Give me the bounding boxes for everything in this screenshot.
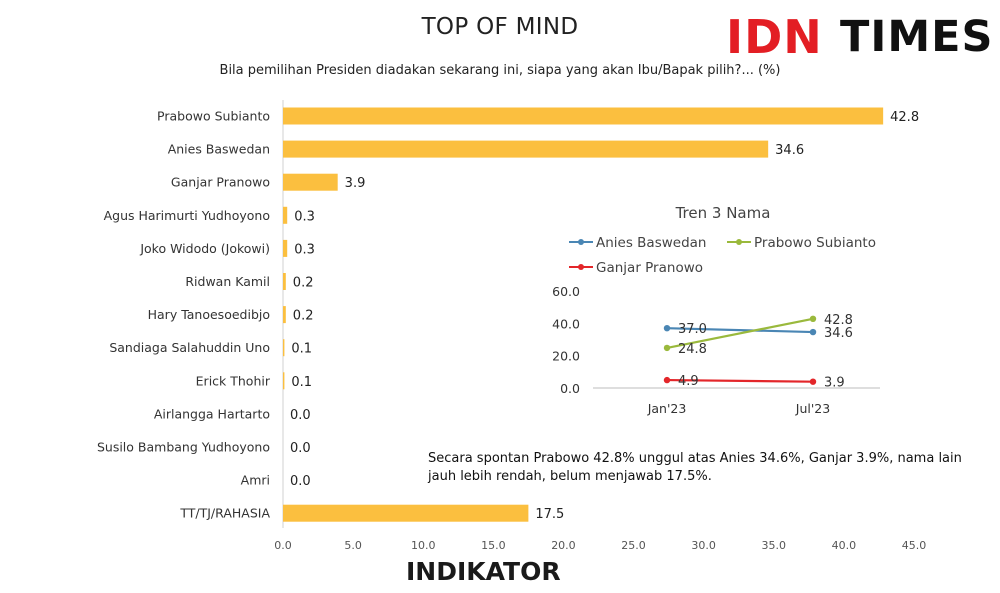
bar-value-label: 0.3 [294, 209, 315, 224]
bar-category-label: Amri [241, 473, 270, 488]
legend-label: Ganjar Pranowo [596, 260, 703, 276]
bar-value-label: 34.6 [775, 143, 804, 158]
trend-y-tick-label: 0.0 [560, 381, 580, 396]
bar [283, 273, 286, 290]
series-data-label: 4.9 [678, 374, 699, 389]
chart-title: TOP OF MIND [421, 14, 579, 40]
bar-value-label: 17.5 [535, 507, 564, 522]
legend-label: Prabowo Subianto [754, 235, 876, 251]
x-tick-label: 15.0 [481, 539, 506, 552]
trend-y-tick-label: 60.0 [552, 284, 580, 299]
times-logo: TIMES [840, 12, 994, 62]
bar [283, 372, 285, 390]
x-tick-label: 5.0 [344, 539, 362, 552]
series-line [666, 378, 814, 383]
bar-category-label: Ridwan Kamil [185, 274, 270, 289]
series-point [809, 378, 817, 385]
series-data-label: 42.8 [824, 313, 853, 328]
legend-swatch-dot [578, 264, 584, 270]
series-point [809, 315, 817, 323]
trend-y-tick-label: 40.0 [552, 316, 580, 331]
bar-category-label: TT/TJ/RAHASIA [179, 506, 270, 521]
bar-category-label: Prabowo Subianto [157, 109, 270, 124]
bar-value-label: 0.2 [293, 309, 314, 324]
bar-value-label: 0.0 [290, 441, 311, 456]
bar [283, 306, 286, 324]
summary-annotation: Secara spontan Prabowo 42.8% unggul atas… [428, 451, 962, 484]
bar-category-label: Sandiaga Salahuddin Uno [109, 340, 270, 355]
x-tick-label: 20.0 [551, 539, 576, 552]
bar [283, 504, 529, 522]
x-tick-label: 35.0 [762, 539, 787, 552]
bar-value-label: 3.9 [345, 176, 366, 191]
series-data-label: 24.8 [678, 342, 707, 357]
legend-label: Anies Baswedan [596, 235, 707, 251]
bar [283, 339, 285, 357]
x-tick-label: 25.0 [621, 539, 646, 552]
bar [283, 173, 338, 191]
x-tick-label: 10.0 [411, 539, 436, 552]
bar-category-label: Airlangga Hartarto [154, 406, 270, 421]
trend-y-tick-label: 20.0 [552, 349, 580, 364]
trend-x-tick-label: Jan'23 [647, 401, 687, 416]
bar-value-label: 0.0 [290, 474, 311, 489]
bar [283, 206, 288, 224]
legend-swatch-dot [578, 239, 584, 245]
series-point [663, 324, 671, 332]
bar-category-label: Ganjar Pranowo [171, 175, 270, 190]
chart-subtitle: Bila pemilihan Presiden diadakan sekaran… [219, 63, 781, 78]
x-tick-label: 45.0 [902, 539, 927, 552]
bar-value-label: 42.8 [890, 110, 919, 125]
bar-category-label: Susilo Bambang Yudhoyono [97, 440, 270, 455]
series-point [663, 344, 671, 352]
series-data-label: 3.9 [824, 376, 845, 391]
bar-value-label: 0.1 [291, 375, 312, 390]
series-point [663, 376, 671, 384]
bar-value-label: 0.3 [294, 242, 315, 257]
series-data-label: 34.6 [824, 326, 853, 341]
bar-value-label: 0.0 [290, 408, 311, 423]
bar [283, 107, 884, 125]
series-data-label: 37.0 [678, 322, 707, 337]
bar [283, 239, 288, 257]
bar-category-label: Anies Baswedan [168, 142, 270, 157]
series-point [809, 328, 817, 336]
x-tick-label: 40.0 [832, 539, 857, 552]
bar-category-label: Agus Harimurti Yudhoyono [104, 208, 270, 223]
legend-swatch-dot [736, 239, 742, 245]
series-line [666, 317, 814, 349]
series-line [666, 327, 814, 334]
trend-x-tick-label: Jul'23 [795, 401, 830, 416]
bar-value-label: 0.2 [293, 276, 314, 291]
bar [283, 140, 769, 158]
bar-category-label: Hary Tanoesoedibjo [148, 307, 270, 322]
x-tick-label: 0.0 [274, 539, 292, 552]
bar-category-label: Erick Thohir [196, 373, 271, 388]
trend-title: Tren 3 Nama [675, 204, 771, 222]
x-tick-label: 30.0 [691, 539, 716, 552]
indikator-logo: INDIKATOR [406, 557, 561, 586]
bar-category-label: Joko Widodo (Jokowi) [139, 241, 270, 256]
idn-logo: IDN [726, 10, 823, 64]
bar-value-label: 0.1 [291, 342, 312, 357]
